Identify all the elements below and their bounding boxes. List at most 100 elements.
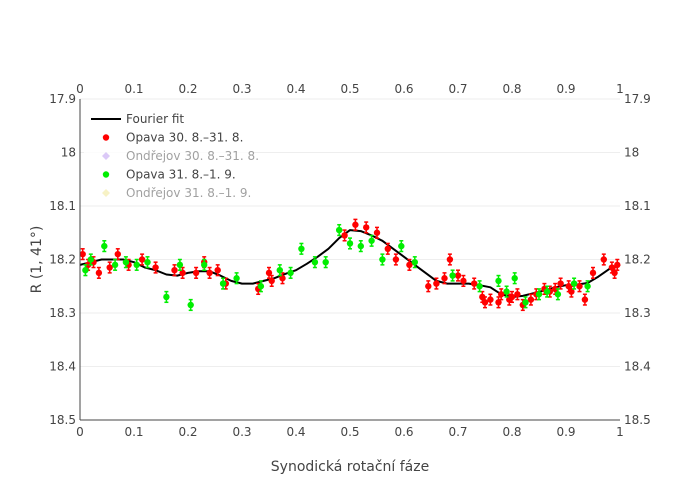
data-point-marker — [111, 261, 119, 269]
data-point-marker — [441, 275, 448, 282]
data-point-marker — [471, 280, 478, 287]
opava-30-8-point — [352, 218, 359, 231]
data-point-marker — [476, 283, 483, 290]
data-point-marker — [527, 296, 535, 303]
data-point-marker — [495, 277, 502, 285]
y-tick-label-left: 18.5 — [49, 413, 76, 427]
opava-30-8-point — [600, 253, 607, 266]
opava-31-8-point — [187, 298, 194, 312]
data-point-marker — [552, 285, 559, 293]
opava-31-8-point — [346, 237, 354, 250]
opava-30-8-point — [527, 293, 535, 306]
data-point-marker — [276, 267, 283, 274]
data-point-marker — [384, 245, 391, 252]
opava-31-8-point — [449, 269, 456, 282]
data-point-marker — [379, 256, 386, 263]
y-tick-label-left: 18.1 — [49, 199, 76, 213]
opava-31-8-point — [584, 280, 591, 293]
opava-30-8-point — [433, 277, 440, 290]
data-point-marker — [589, 269, 597, 277]
data-point-marker — [133, 261, 140, 269]
opava-31-8-point — [87, 253, 95, 266]
opava-31-8-point — [411, 256, 418, 269]
y-tick-label-right: 18.3 — [624, 306, 651, 320]
opava-31-8-point — [570, 277, 578, 290]
data-point-marker — [514, 291, 521, 298]
data-points-layer — [79, 218, 621, 312]
x-tick-label-top: 0.7 — [448, 82, 467, 96]
x-tick-label-top: 0 — [76, 82, 84, 96]
y-tick-label-left: 18.2 — [49, 253, 76, 267]
legend-item[interactable]: Ondřejov 30. 8.–31. 8. — [102, 149, 259, 163]
opava-30-8-point — [192, 266, 200, 279]
data-point-marker — [495, 299, 502, 306]
data-point-marker — [498, 291, 505, 298]
opava-30-8-point — [179, 266, 186, 279]
x-tick-label-bottom: 0.6 — [394, 425, 413, 439]
opava-30-8-point — [384, 242, 391, 255]
opava-31-8-point — [219, 277, 227, 290]
opava-30-8-point — [471, 277, 478, 290]
data-point-marker — [138, 256, 146, 263]
opava-31-8-point — [144, 256, 151, 269]
y-tick-label-right: 18.2 — [624, 253, 651, 267]
opava-31-8-point — [276, 264, 283, 277]
data-point-marker — [219, 280, 227, 287]
opava-31-8-point — [163, 290, 170, 304]
data-point-marker — [449, 272, 456, 279]
x-tick-label-bottom: 0.1 — [124, 425, 143, 439]
data-point-marker — [373, 229, 381, 236]
opava-30-8-point — [565, 280, 572, 293]
opava-30-8-point — [508, 290, 516, 304]
data-point-marker — [614, 261, 621, 269]
y-tick-label-right: 18.1 — [624, 199, 651, 213]
data-point-marker — [336, 226, 343, 234]
data-point-marker — [357, 242, 364, 250]
legend[interactable]: Fourier fit Opava 30. 8.–31. 8. Ondřejov 3… — [84, 107, 259, 205]
legend-item[interactable]: Opava 31. 8.–1. 9. — [102, 168, 236, 182]
y-tick-label-left: 18.4 — [49, 360, 76, 374]
data-point-marker — [487, 296, 494, 303]
data-point-marker — [106, 264, 113, 271]
legend-label: Fourier fit — [126, 112, 184, 126]
opava-31-8-point — [176, 258, 184, 271]
data-point-marker — [79, 250, 86, 258]
data-point-marker — [187, 301, 194, 309]
opava-30-8-point — [279, 272, 286, 285]
opava-30-8-point — [446, 253, 454, 266]
y-tick-label-left: 18.3 — [49, 306, 76, 320]
data-point-marker — [95, 269, 103, 277]
opava-31-8-point — [233, 272, 240, 285]
x-tick-label-top: 0.4 — [286, 82, 305, 96]
data-point-marker — [511, 275, 518, 282]
data-point-marker — [398, 242, 405, 250]
legend-item[interactable]: Ondřejov 31. 8.–1. 9. — [102, 186, 251, 200]
data-point-marker — [233, 275, 240, 282]
opava-31-8-point — [554, 288, 562, 301]
opava-30-8-point — [79, 248, 86, 261]
data-point-marker — [279, 275, 286, 282]
legend-diamond-swatch — [102, 189, 110, 197]
data-point-marker — [122, 258, 130, 266]
opava-30-8-point — [514, 288, 521, 301]
data-point-marker — [535, 291, 543, 298]
opava-31-8-point — [122, 256, 130, 269]
data-point-marker — [446, 256, 454, 263]
data-point-marker — [557, 280, 564, 287]
data-point-marker — [570, 280, 578, 287]
data-point-marker — [479, 293, 486, 301]
opava-31-8-point — [287, 266, 294, 279]
legend-item[interactable]: Fourier fit — [91, 112, 184, 126]
data-point-marker — [206, 269, 213, 277]
data-point-marker — [584, 283, 591, 290]
opava-30-8-point — [581, 293, 589, 306]
opava-30-8-point — [114, 248, 122, 261]
legend-item[interactable]: Opava 30. 8.–31. 8. — [102, 131, 244, 145]
data-point-marker — [341, 232, 348, 239]
opava-30-8-point — [481, 296, 489, 309]
data-point-marker — [508, 293, 516, 301]
opava-31-8-point — [379, 253, 386, 266]
y-tick-label-right: 18 — [624, 146, 639, 160]
opava-31-8-point — [133, 258, 140, 271]
